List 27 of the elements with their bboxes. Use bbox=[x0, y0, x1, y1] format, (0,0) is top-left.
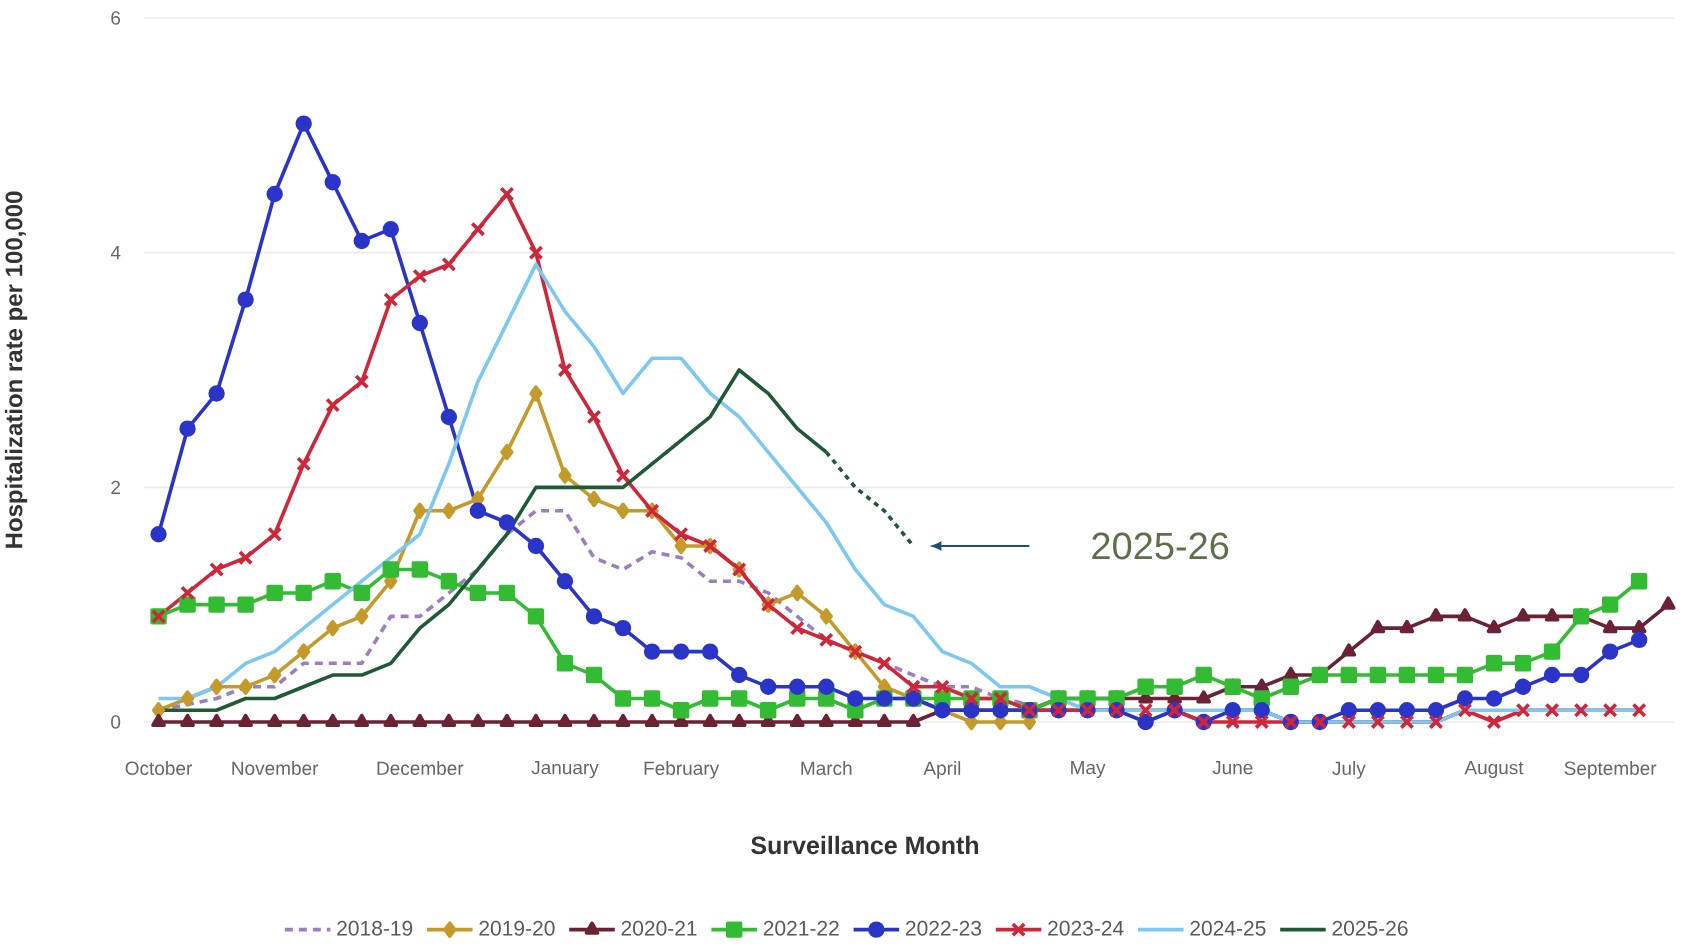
y-tick-label: 2 bbox=[111, 480, 120, 494]
legend-label: 2021-22 bbox=[763, 920, 839, 936]
x-tick-label: December bbox=[377, 761, 464, 776]
legend-label: 2025-26 bbox=[1332, 920, 1408, 936]
annotation: 2025-26 bbox=[1092, 532, 1229, 560]
legend-label: 2023-24 bbox=[1048, 920, 1124, 936]
legend-label: 2022-23 bbox=[906, 920, 982, 936]
x-tick-label: October bbox=[125, 761, 193, 776]
x-axis-title: Surveillance Month bbox=[751, 835, 979, 855]
y-tick-label: 4 bbox=[110, 246, 121, 260]
y-tick-label: 0 bbox=[111, 715, 121, 729]
x-tick-label: July bbox=[1332, 761, 1366, 779]
y-tick-label: 6 bbox=[111, 11, 121, 25]
legend-label: 2019-20 bbox=[479, 920, 555, 936]
x-tick-label: January bbox=[531, 761, 599, 779]
x-tick-label: February bbox=[644, 761, 720, 779]
legend-label: 2020-21 bbox=[621, 920, 697, 936]
x-tick-label: June bbox=[1212, 761, 1253, 775]
y-axis-title: Hospitalization rate per 100,000 bbox=[4, 191, 28, 548]
legend-label: 2024-25 bbox=[1190, 920, 1266, 936]
legend-label: 2018-19 bbox=[337, 920, 413, 936]
x-tick-label: September bbox=[1564, 761, 1657, 779]
x-tick-label: April bbox=[923, 761, 961, 779]
x-tick-label: May bbox=[1071, 761, 1106, 779]
x-tick-label: March bbox=[801, 761, 852, 776]
x-tick-label: November bbox=[232, 761, 319, 776]
x-tick-label: August bbox=[1464, 761, 1524, 779]
